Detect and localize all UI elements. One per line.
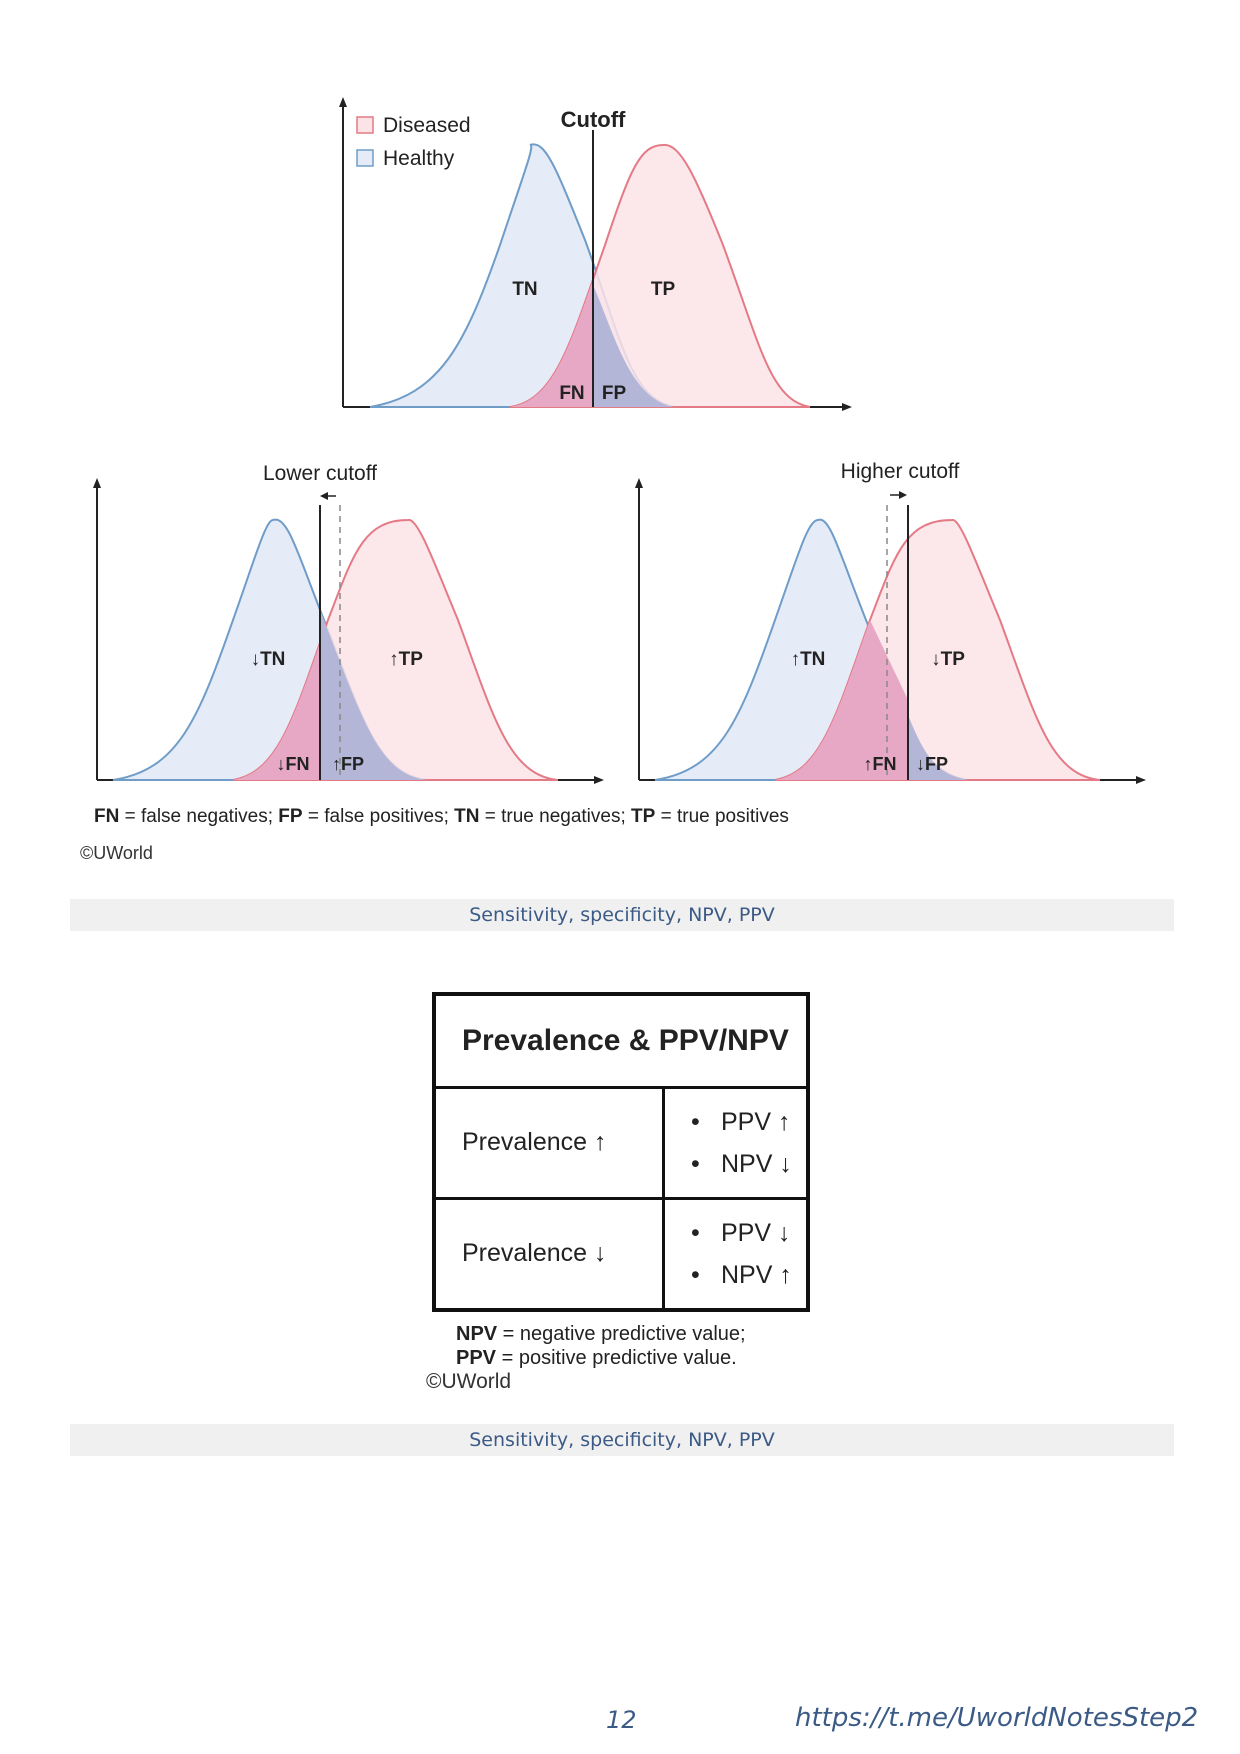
row-values: • PPV ↓ • NPV ↑ [662,1196,810,1312]
figure1-caption: Sensitivity, specificity, NPV, PPV [70,899,1174,931]
tp-label: TP [651,279,676,300]
copyright-figure2: ©UWorld [426,1370,512,1393]
fp-label: ↓FP [916,754,948,774]
fp-label: FP [602,383,627,404]
tn-label: ↑TN [791,649,826,670]
note-npv-def: = negative predictive value; [497,1323,746,1345]
chart-title: Lower cutoff [263,462,377,485]
top-distribution-chart: Diseased Healthy Cutoff TN TP FN FP [339,97,852,411]
table-notes: NPV = negative predictive value; PPV = p… [456,1322,746,1370]
fp-region [320,610,428,780]
fp-region [593,285,675,407]
key-tn-def: = true negatives; [479,806,632,827]
value-item: PPV ↑ [721,1107,791,1136]
row-values: • PPV ↑ • NPV ↓ [662,1086,810,1200]
value-item: NPV ↓ [721,1149,792,1178]
tp-label: ↑TP [389,649,423,670]
key-fn: FN [94,806,120,827]
note-ppv-def: = positive predictive value. [496,1347,737,1369]
cutoff-label: Cutoff [561,107,626,132]
legend-swatch-diseased [356,116,374,134]
lower-cutoff-chart: Lower cutoff ↓TN ↑TP ↓FN ↑FP [93,462,604,784]
tn-label: ↓TN [251,649,286,670]
fn-region [233,642,320,780]
higher-cutoff-chart: Higher cutoff ↑TN ↓TP ↑FN ↓FP [635,460,1146,784]
table-row: Prevalence ↓ • PPV ↓ • NPV ↑ [432,1196,810,1312]
figure2-caption: Sensitivity, specificity, NPV, PPV [70,1424,1174,1456]
value-item: PPV ↓ [721,1218,791,1247]
tn-label: TN [512,279,537,300]
telegram-link[interactable]: https://t.me/UworldNotesStep2 [795,1703,1199,1733]
fn-label: ↓FN [277,754,310,774]
key-fn-def: = false negatives; [119,806,279,827]
row-label: Prevalence ↓ [432,1196,665,1312]
value-item: NPV ↑ [721,1260,792,1289]
key-tp: TP [631,806,656,827]
fp-label: ↑FP [332,754,364,774]
key-tn: TN [454,806,480,827]
chart-title: Higher cutoff [841,460,960,483]
fn-label: FN [559,383,584,404]
fn-label: ↑FN [864,754,897,774]
legend-healthy: Healthy [383,147,455,170]
table-row: Prevalence ↑ • PPV ↑ • NPV ↓ [432,1086,810,1200]
key-tp-def: = true positives [655,806,789,827]
table-title: Prevalence & PPV/NPV [432,992,810,1089]
note-ppv: PPV [456,1347,497,1369]
page-number: 12 [606,1706,637,1734]
note-npv: NPV [456,1323,498,1345]
key-fp-def: = false positives; [302,806,455,827]
legend-diseased: Diseased [383,114,471,137]
legend-swatch-healthy [356,149,374,167]
fn-region [510,279,593,407]
key-fp: FP [278,806,303,827]
prevalence-table: Prevalence & PPV/NPV Prevalence ↑ • PPV ↑… [432,992,810,1312]
abbreviation-key: FN = false negatives; FP = false positiv… [94,806,789,828]
copyright-figure1: ©UWorld [80,843,153,863]
tp-label: ↓TP [931,649,965,670]
row-label: Prevalence ↑ [432,1086,665,1200]
fp-region [908,714,970,780]
fn-region [775,620,908,780]
